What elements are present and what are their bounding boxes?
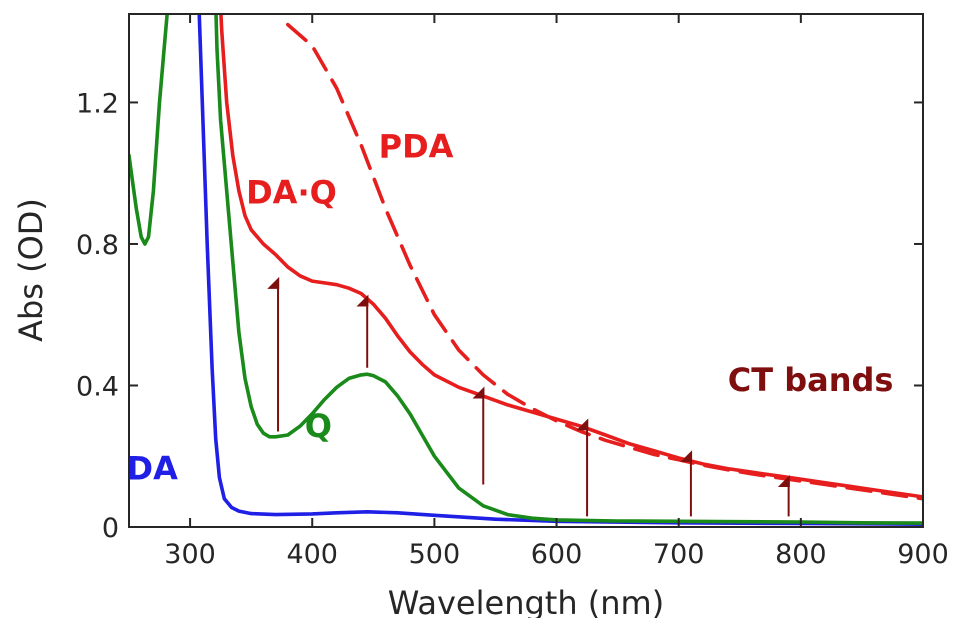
x-axis: 300 400 500 600 700 800 900	[164, 14, 949, 570]
y-tick-label-3: 1.2	[76, 88, 119, 119]
x-tick-label-3: 600	[531, 539, 583, 570]
annotation-label-1: DA·Q	[246, 173, 337, 211]
ct-arrows	[267, 276, 790, 517]
annotation-label-4: DA	[127, 449, 179, 487]
x-tick-label-4: 700	[653, 539, 705, 570]
plot-frame	[128, 13, 924, 528]
x-tick-label-6: 900	[897, 539, 949, 570]
y-tick-label-0: 0	[102, 513, 119, 544]
annotation-layer: PDA DA·Q CT bands Q DA	[127, 127, 894, 487]
y-axis: 0 0.4 0.8 1.2	[76, 88, 923, 544]
x-tick-label-2: 500	[409, 539, 461, 570]
series-layer	[129, 14, 923, 526]
annotation-label-0: PDA	[379, 127, 454, 165]
annotation-label-2: CT bands	[728, 361, 894, 399]
x-axis-label: Wavelength (nm)	[388, 584, 664, 618]
y-axis-label: Abs (OD)	[12, 198, 50, 342]
x-tick-label-5: 800	[775, 539, 827, 570]
annotation-label-3: Q	[305, 407, 332, 445]
y-tick-label-2: 0.8	[76, 230, 119, 261]
series-line-3	[286, 22, 923, 501]
x-tick-label-0: 300	[164, 539, 216, 570]
series-line-0	[197, 14, 923, 526]
series-line-1	[129, 14, 923, 525]
y-tick-label-1: 0.4	[76, 371, 119, 402]
x-tick-label-1: 400	[286, 539, 338, 570]
